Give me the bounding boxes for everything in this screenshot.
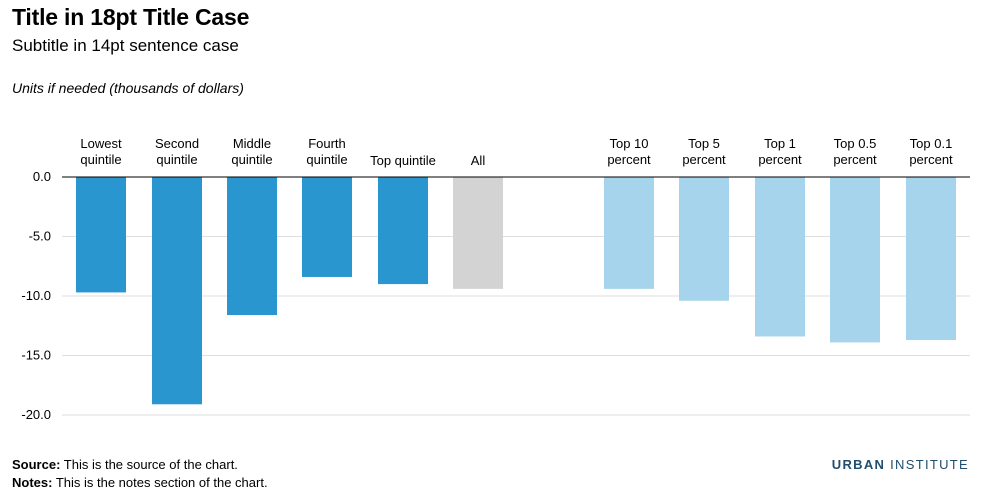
urban-institute-logo: URBAN INSTITUTE (832, 457, 969, 472)
bar (604, 177, 654, 289)
notes-line: Notes: This is the notes section of the … (12, 474, 268, 492)
category-label: Top 5 (688, 136, 720, 151)
category-label: percent (607, 152, 651, 167)
category-label: Top 10 (609, 136, 648, 151)
bar (302, 177, 352, 277)
y-tick-label: 0.0 (33, 169, 51, 184)
bar (679, 177, 729, 301)
bar (378, 177, 428, 285)
category-label: quintile (231, 152, 272, 167)
bar-chart: 0.0-5.0-10.0-15.0-20.0LowestquintileSeco… (21, 136, 970, 422)
source-text: This is the source of the chart. (60, 457, 238, 472)
category-label: All (471, 153, 486, 168)
y-tick-label: -10.0 (21, 288, 51, 303)
category-label: Top 1 (764, 136, 796, 151)
chart-subtitle: Subtitle in 14pt sentence case (12, 36, 239, 55)
category-label: percent (758, 152, 802, 167)
category-label: percent (909, 152, 953, 167)
bar (755, 177, 805, 337)
category-label: quintile (80, 152, 121, 167)
category-label: Fourth (308, 136, 346, 151)
y-axis-units-label: Units if needed (thousands of dollars) (12, 80, 244, 96)
category-label: Top quintile (370, 153, 436, 168)
chart-notes: Source: This is the source of the chart.… (12, 456, 268, 492)
bar (906, 177, 956, 341)
category-label: Top 0.5 (834, 136, 877, 151)
brand-word-urban: URBAN (831, 457, 886, 472)
category-label: quintile (156, 152, 197, 167)
bar (76, 177, 126, 293)
category-label: percent (682, 152, 726, 167)
chart-title: Title in 18pt Title Case (12, 4, 250, 30)
bar (453, 177, 503, 289)
category-label: quintile (306, 152, 347, 167)
bar (152, 177, 202, 405)
category-label: Lowest (80, 136, 122, 151)
y-tick-label: -20.0 (21, 407, 51, 422)
category-label: Middle (233, 136, 271, 151)
bar (227, 177, 277, 316)
category-label: Top 0.1 (910, 136, 953, 151)
category-label: Second (155, 136, 199, 151)
y-tick-label: -5.0 (29, 229, 51, 244)
y-tick-label: -15.0 (21, 348, 51, 363)
source-line: Source: This is the source of the chart. (12, 456, 268, 474)
bar (830, 177, 880, 343)
brand-word-institute: INSTITUTE (885, 457, 969, 472)
notes-label: Notes: (12, 475, 53, 490)
category-label: percent (833, 152, 877, 167)
notes-text: This is the notes section of the chart. (52, 475, 268, 490)
source-label: Source: (12, 457, 61, 472)
